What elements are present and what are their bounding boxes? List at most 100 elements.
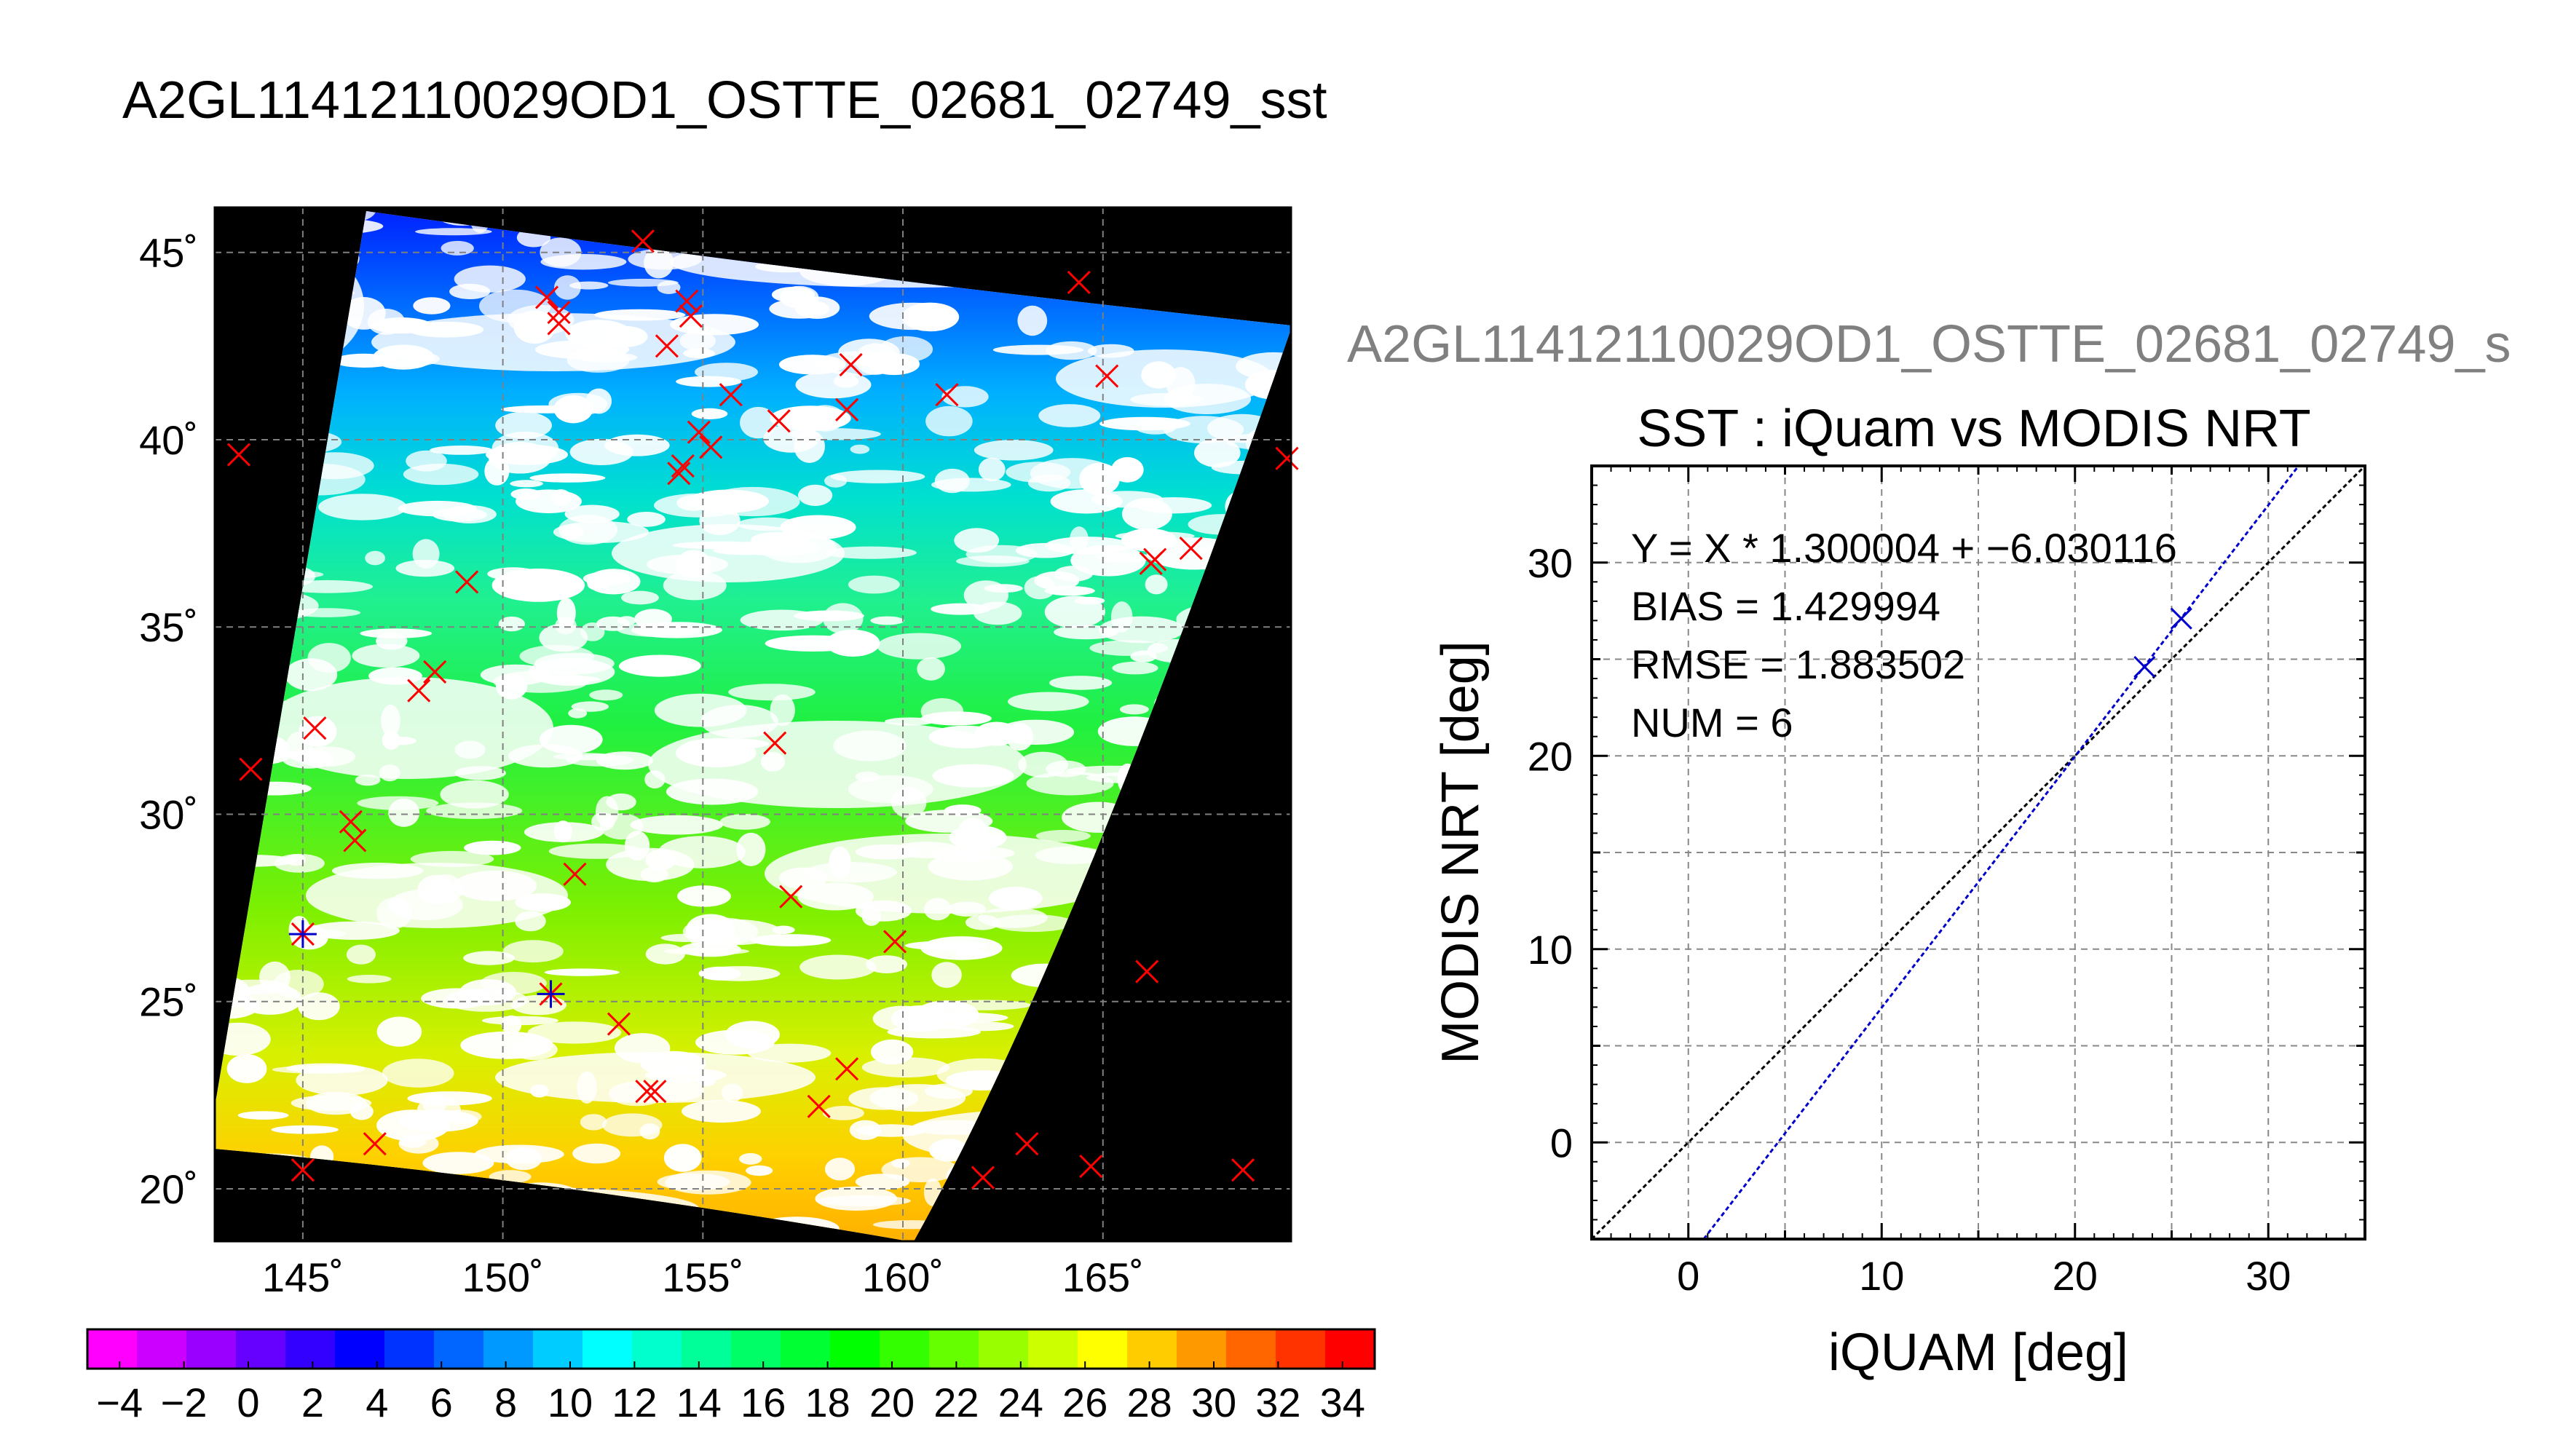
chart-points (2133, 607, 2192, 678)
colorbar-tick-label: 16 (741, 1380, 786, 1425)
y-axis-label: MODIS NRT [deg] (1431, 641, 1490, 1064)
colorbar-swatch (384, 1329, 435, 1369)
buoy-marker (1079, 1155, 1103, 1179)
colorbar-tick-label: 28 (1126, 1380, 1172, 1425)
colorbar-tick-label: 20 (869, 1380, 915, 1425)
colorbar-swatch (1028, 1329, 1078, 1369)
buoy-marker (1143, 547, 1167, 571)
scatter-chart: SST : iQuam vs MODIS NRT 0 10 20 300102030 … (1431, 400, 2366, 1382)
x-tick-label: 20 (2053, 1253, 2098, 1299)
buoy-marker (607, 1012, 631, 1036)
main-title: A2GL11412110029OD1_OSTTE_02681_02749_sst (122, 71, 1327, 130)
chart-ticks: 0 10 20 30 0 10 20 30 (1528, 464, 2366, 1299)
buoy-marker (655, 334, 679, 358)
buoy-marker (643, 1080, 667, 1104)
buoy-marker (763, 731, 787, 755)
colorbar-frame (86, 1328, 1376, 1370)
matched-buoy-marker (288, 920, 317, 949)
lat-tick-label: 40˚ (139, 417, 198, 463)
buoy-marker (675, 289, 699, 313)
data-point (2170, 607, 2192, 630)
colorbar-swatch (1325, 1329, 1375, 1369)
colorbar-tick-label: 34 (1320, 1380, 1365, 1425)
stats-line: NUM = 6 (1631, 700, 1793, 745)
buoy-marker (687, 420, 711, 444)
buoy-marker (407, 678, 431, 703)
colorbar-tick-label: 10 (548, 1380, 593, 1425)
y-tick-label: 10 (1528, 927, 1573, 973)
buoy-marker (779, 885, 803, 909)
colorbar-swatch (483, 1329, 534, 1369)
colorbar-swatch (186, 1329, 237, 1369)
colorbar-swatch (533, 1329, 583, 1369)
buoy-markers (226, 229, 1299, 1190)
buoy-marker (719, 383, 743, 407)
map-frame (213, 206, 1292, 1243)
colorbar-swatch (880, 1329, 930, 1369)
colorbar-swatch (830, 1329, 880, 1369)
buoy-marker (971, 1166, 995, 1190)
colorbar-tick-label: 22 (933, 1380, 979, 1425)
buoy-marker (1231, 1158, 1255, 1182)
colorbar-swatch (285, 1329, 336, 1369)
secondary-title: A2GL11412110029OD1_OSTTE_02681_02749_s (1347, 315, 2511, 373)
colorbar-swatch (434, 1329, 484, 1369)
stats-line: Y = X * 1.300004 + −6.030116 (1631, 525, 2177, 571)
identity-line (1590, 464, 2366, 1241)
colorbar-swatch (682, 1329, 732, 1369)
x-tick-label: 10 (1859, 1253, 1904, 1299)
chart-stats: Y = X * 1.300004 + −6.030116 BIAS = 1.429… (1631, 525, 2177, 745)
lon-tick-label: 165˚ (1062, 1254, 1144, 1300)
lat-tick-label: 35˚ (139, 604, 198, 650)
buoy-marker (303, 716, 327, 740)
colorbar-tick-label: 4 (366, 1380, 388, 1425)
buoy-marker (239, 757, 263, 781)
buoy-marker (455, 570, 479, 594)
buoy-marker (339, 810, 363, 834)
colorbar-swatch (1226, 1329, 1276, 1369)
x-tick-label: 30 (2246, 1253, 2291, 1299)
buoy-marker (423, 660, 447, 684)
stats-line: BIAS = 1.429994 (1631, 583, 1940, 629)
buoy-marker (1179, 537, 1203, 561)
colorbar-tick-label: 14 (676, 1380, 722, 1425)
buoy-marker (839, 353, 863, 377)
chart-grid (1592, 466, 2365, 1239)
map-grid (215, 207, 1291, 1241)
buoy-marker (835, 397, 859, 422)
buoy-marker (679, 304, 703, 328)
buoy-marker (547, 300, 571, 325)
colorbar-tick-label: 32 (1255, 1380, 1300, 1425)
colorbar-swatch (236, 1329, 286, 1369)
colorbar-tick-label: 6 (430, 1380, 453, 1425)
colorbar-swatch (632, 1329, 682, 1369)
buoy-marker (631, 229, 655, 253)
buoy-marker (343, 828, 367, 852)
buoy-marker (807, 1094, 831, 1118)
buoy-marker (226, 443, 251, 467)
colorbar-tick-label: 0 (237, 1380, 259, 1425)
buoy-marker (1135, 960, 1159, 984)
buoy-marker (882, 930, 907, 954)
buoy-marker (1015, 1132, 1039, 1156)
lat-tick-label: 25˚ (139, 979, 198, 1025)
lon-tick-label: 160˚ (862, 1254, 944, 1300)
lon-tick-label: 150˚ (462, 1254, 544, 1300)
x-tick-label: 0 (1677, 1253, 1699, 1299)
map-axis-ticks: 145˚ 150˚ 155˚ 160˚ 165˚ 20˚ 25˚ 30˚ 35˚ 40˚ 45˚ (139, 230, 1144, 1300)
colorbar-swatch (87, 1329, 138, 1369)
colorbar-tick-label: 2 (301, 1380, 324, 1425)
buoy-marker (291, 1158, 315, 1182)
colorbar-swatch (781, 1329, 831, 1369)
buoy-marker (1067, 270, 1091, 294)
colorbar-swatch (137, 1329, 187, 1369)
colorbar-swatch (1127, 1329, 1177, 1369)
y-tick-label: 20 (1528, 733, 1573, 779)
buoy-marker (667, 462, 691, 486)
colorbar-tick-label: 30 (1191, 1380, 1236, 1425)
buoy-marker (563, 862, 587, 886)
colorbar-swatch (1078, 1329, 1128, 1369)
colorbar: −4 −2 0 2 4 6 8 10 12 14 16 18 20 22 24 26 28 30 32 34 (86, 1328, 1376, 1425)
lon-tick-label: 155˚ (662, 1254, 743, 1300)
buoy-marker (835, 1057, 859, 1081)
